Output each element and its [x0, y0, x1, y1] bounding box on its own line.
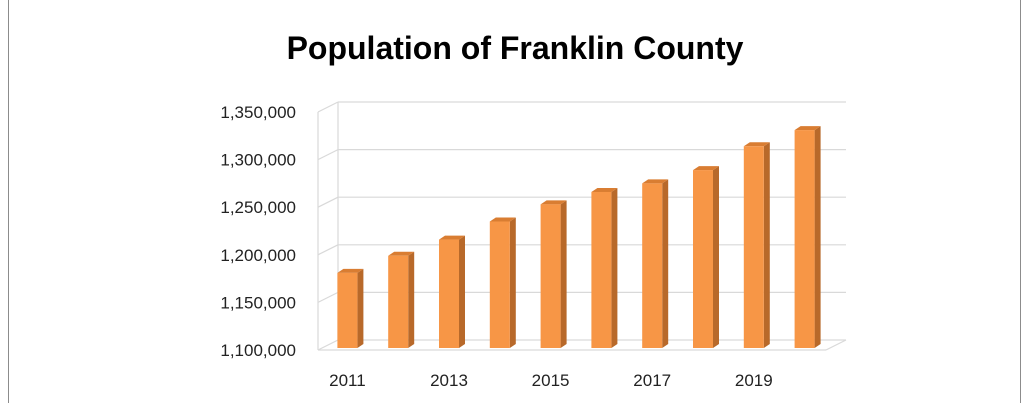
y-tick-label: 1,150,000 — [220, 293, 296, 312]
bar-top — [337, 268, 364, 273]
bar-top — [591, 187, 618, 192]
bar-side — [763, 142, 770, 348]
bar-side — [713, 166, 719, 348]
bar-top — [794, 126, 821, 131]
x-tick-label: 2015 — [532, 371, 570, 390]
bar — [540, 204, 561, 348]
y-tick-label: 1,350,000 — [220, 103, 296, 122]
y-tick-label: 1,200,000 — [220, 246, 296, 265]
bar-top — [439, 235, 465, 240]
bar — [439, 239, 459, 348]
gridline-depth — [317, 291, 339, 303]
x-tick-label: 2017 — [633, 371, 671, 390]
bar — [489, 221, 510, 348]
y-tick-label: 1,300,000 — [220, 151, 296, 170]
gridline-depth — [317, 339, 339, 351]
bar-side — [509, 217, 516, 348]
bar — [388, 255, 409, 348]
bar-top — [489, 217, 516, 222]
bar — [743, 146, 764, 348]
y-tick-label: 1,100,000 — [220, 341, 296, 360]
gridline-depth — [317, 149, 339, 161]
x-tick-label: 2019 — [735, 371, 773, 390]
bar-side — [560, 200, 567, 348]
bar — [591, 191, 612, 348]
x-tick-label: 2013 — [430, 371, 468, 390]
bar-top — [388, 251, 415, 256]
bar-top — [743, 142, 770, 147]
bar — [642, 183, 663, 348]
bar-side — [814, 126, 821, 348]
bar-side — [611, 187, 618, 348]
gridline-depth — [317, 196, 339, 208]
bar-top — [693, 166, 719, 171]
bar-side — [408, 251, 415, 348]
gridline-depth — [317, 101, 339, 113]
bar-side — [459, 235, 465, 348]
chart-title: Population of Franklin County — [286, 30, 744, 66]
bar — [337, 272, 358, 348]
y-tick-label: 1,250,000 — [220, 198, 296, 217]
x-tick-label: 2011 — [329, 371, 366, 390]
bar-side — [662, 179, 669, 348]
floor-right-edge — [825, 339, 847, 351]
bar — [693, 170, 713, 348]
bar-side — [357, 268, 364, 348]
bar-top — [540, 200, 567, 205]
bar — [794, 130, 815, 348]
bar-top — [642, 179, 669, 184]
gridline-depth — [317, 244, 339, 256]
